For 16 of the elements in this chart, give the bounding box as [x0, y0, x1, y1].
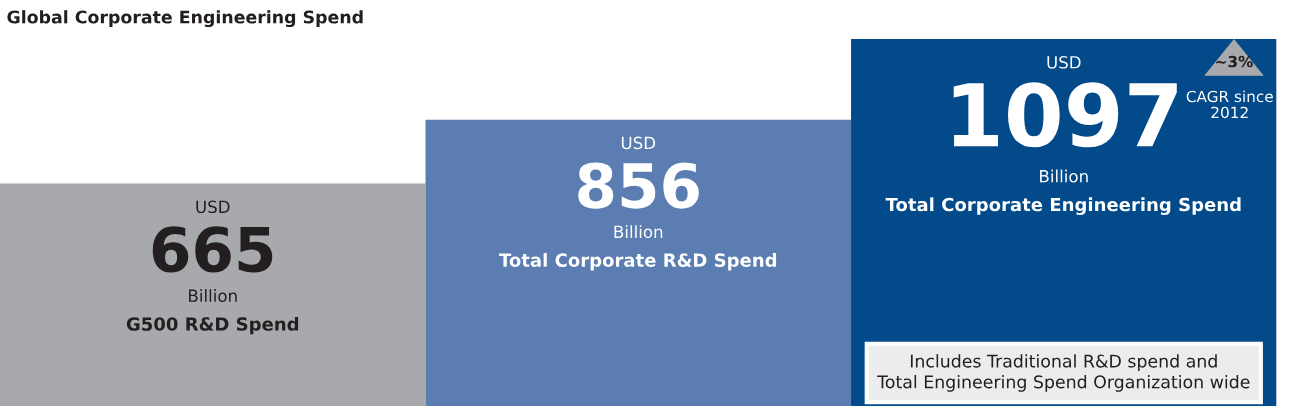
- data-label: 856: [578, 162, 699, 209]
- data-label: 665: [152, 226, 273, 273]
- annotation: Billion: [189, 289, 237, 302]
- x-tick-label: Total Corporate Engineering Spend: [885, 197, 1241, 215]
- annotation: Includes Traditional R&D spend and Total Engineering Spend Organization wide: [877, 354, 1250, 392]
- data-label: 1097: [953, 82, 1177, 148]
- chart-title: Global Corporate Engineering Spend: [7, 10, 363, 28]
- annotation: Billion: [1040, 169, 1088, 183]
- annotation: Billion: [614, 225, 663, 239]
- annotation: USD: [1047, 56, 1081, 69]
- annotation: ~3%: [1216, 55, 1253, 68]
- annotation: USD: [196, 200, 230, 214]
- x-tick-label: G500 R&D Spend: [126, 316, 299, 335]
- annotation: USD: [621, 136, 656, 150]
- x-tick-label: Total Corporate R&D Spend: [499, 252, 777, 271]
- annotation: CAGR since 2012: [1186, 90, 1273, 119]
